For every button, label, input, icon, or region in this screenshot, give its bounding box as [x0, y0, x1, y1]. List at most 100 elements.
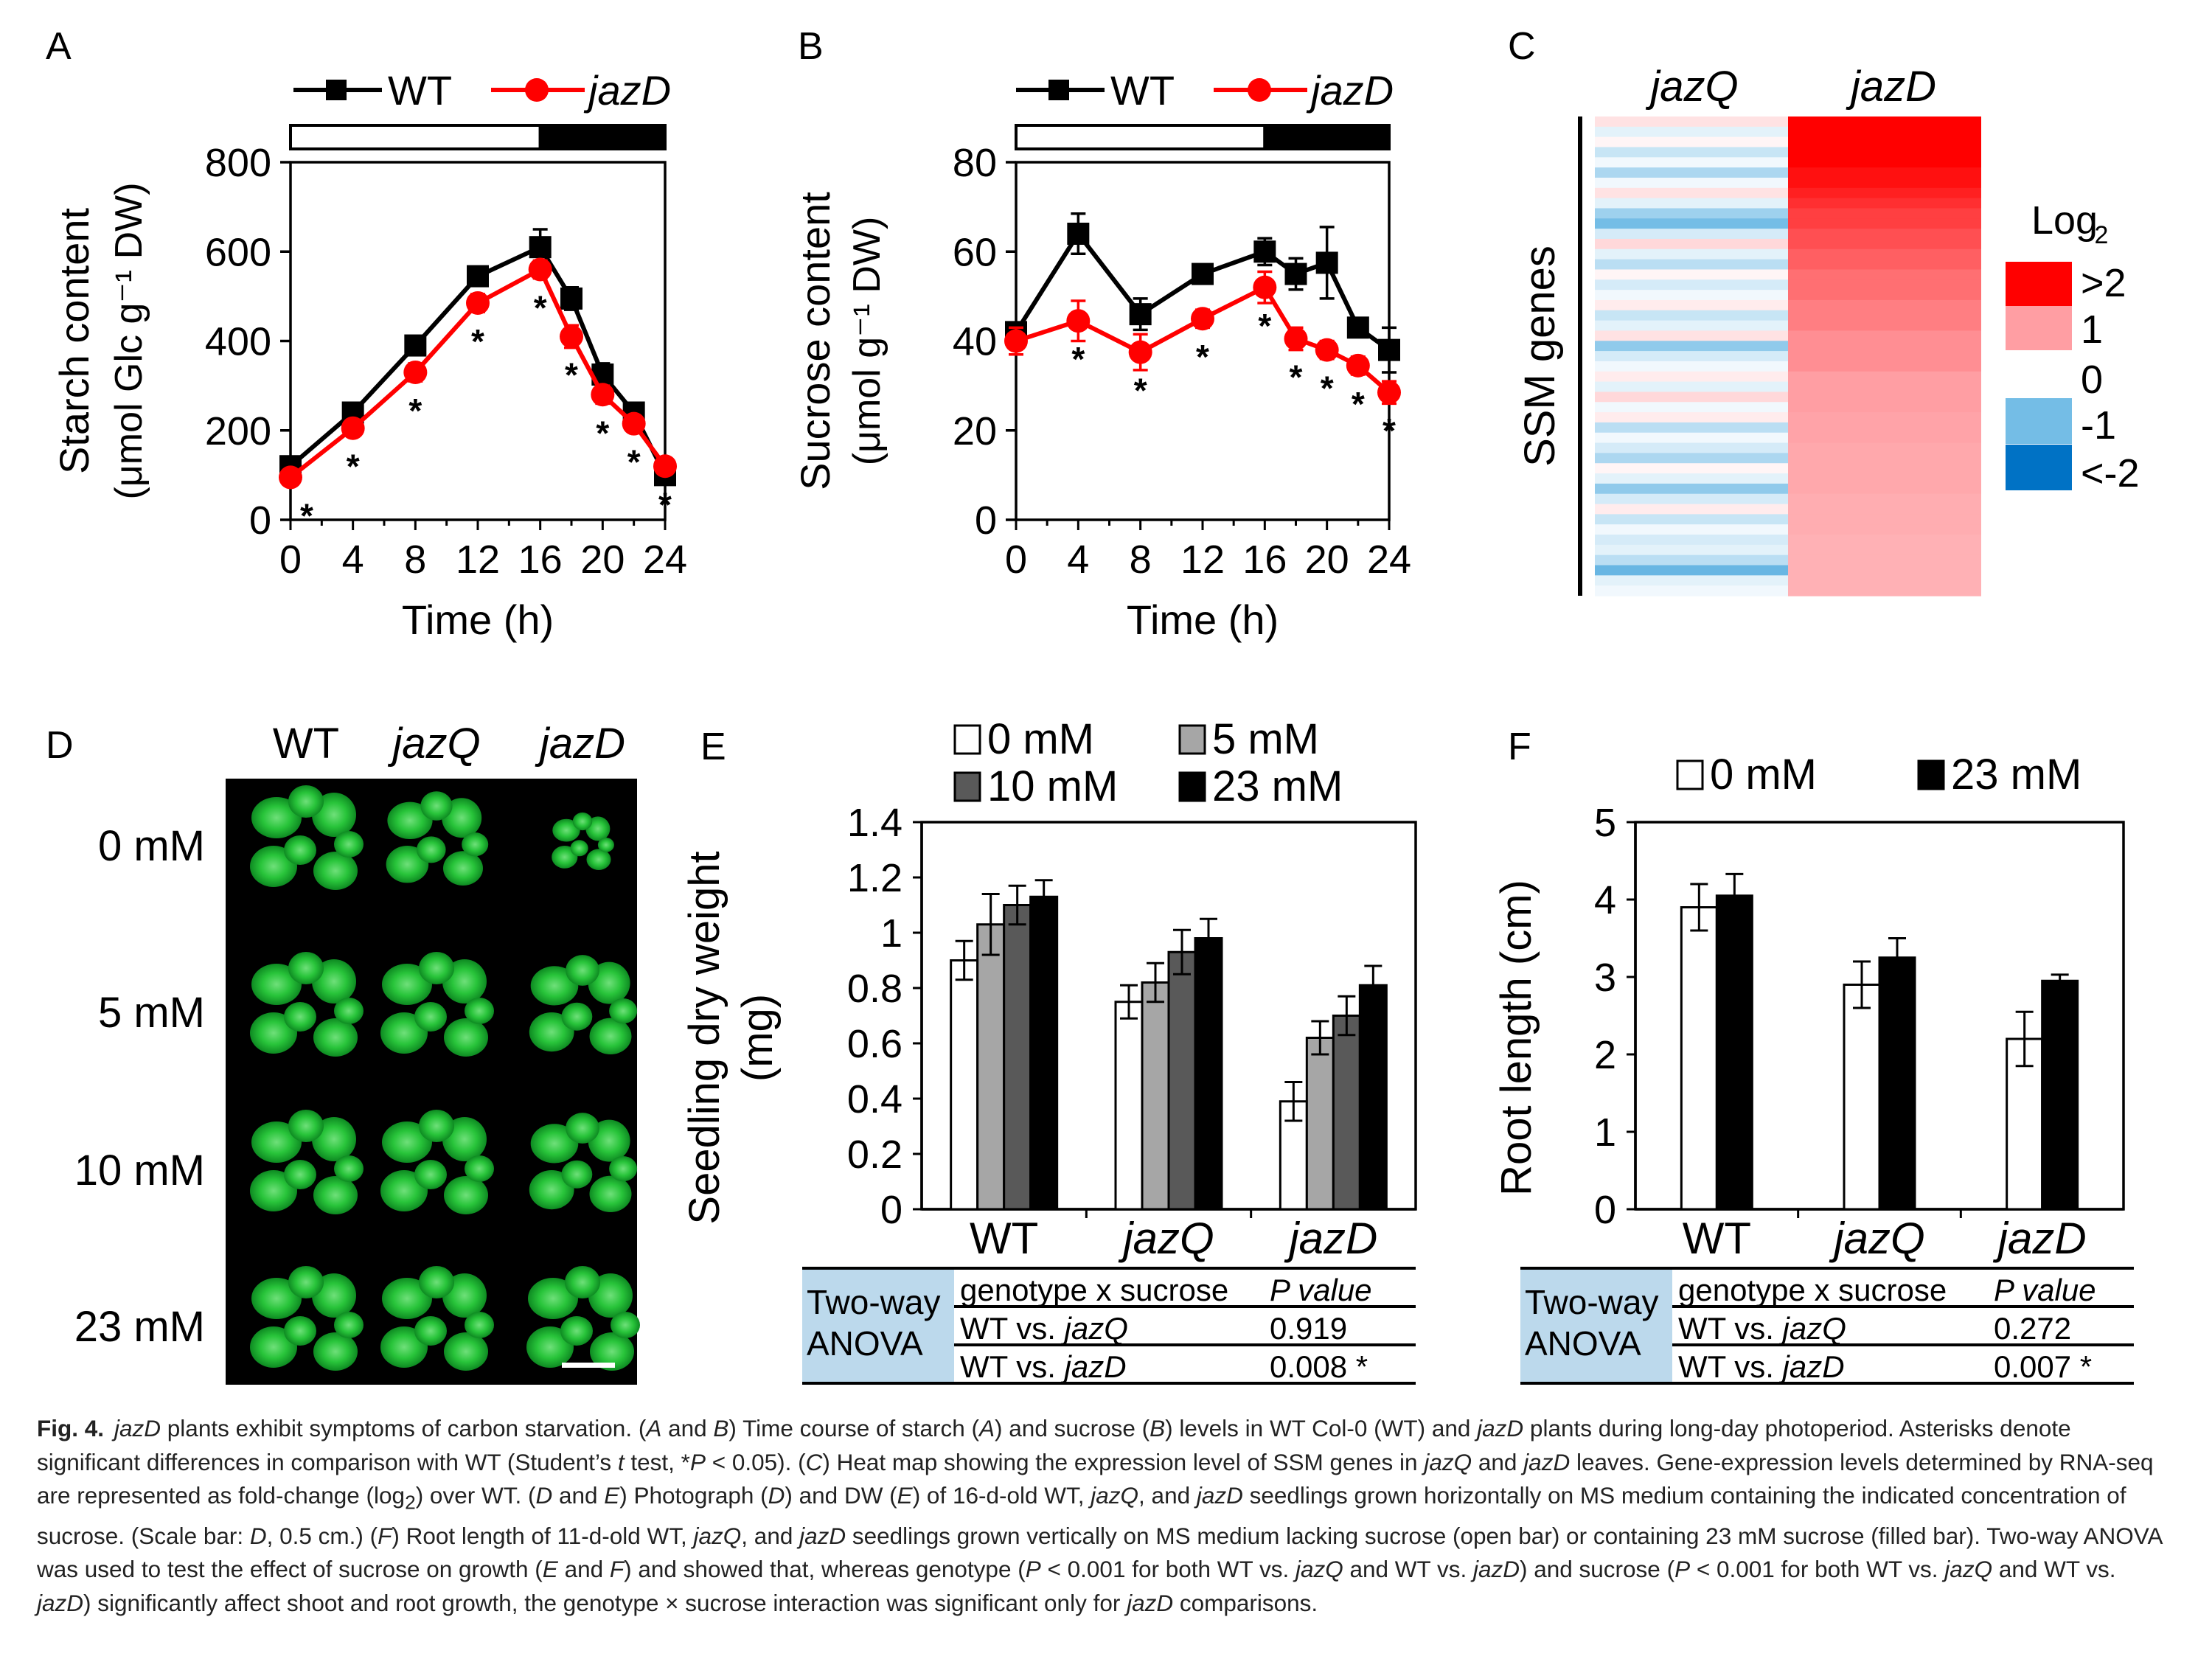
heatmap-cell-jazd	[1788, 167, 1981, 178]
data-point-square	[1129, 303, 1152, 326]
heatmap-cell-jazq	[1595, 136, 1788, 148]
caption-part: and	[661, 1415, 714, 1441]
seedling-leaf	[414, 1002, 447, 1032]
legend-swatch	[953, 771, 981, 802]
heatmap-column-label: jazQ	[1645, 63, 1738, 111]
legend-label: 0	[2081, 358, 2103, 402]
y-tick-label: 800	[205, 141, 271, 185]
legend-swatch	[1178, 771, 1206, 802]
data-point-circle	[528, 257, 552, 282]
x-tick-label: 12	[1180, 538, 1225, 582]
bar	[1167, 950, 1197, 1211]
x-tick-label: 20	[1305, 538, 1349, 582]
y-tick-label: 0.6	[847, 1022, 902, 1066]
y-axis-label: Root length (cm)	[1492, 880, 1540, 1196]
photo-row-label: 0 mM	[98, 822, 205, 870]
heatmap-cell-jazd	[1788, 187, 1981, 199]
y-tick-label: 5	[1594, 801, 1616, 845]
heatmap-cell-jazq	[1595, 330, 1788, 341]
data-point-circle	[279, 465, 302, 490]
heatmap-cell-jazd	[1788, 229, 1981, 240]
data-point-circle	[403, 360, 428, 384]
caption-part: ) and showed that, whereas genotype (	[624, 1556, 1026, 1583]
heatmap-cell-jazq	[1595, 198, 1788, 209]
y-tick-label: 3	[1594, 956, 1616, 1000]
seedling-leaf	[251, 1278, 302, 1319]
seedling-leaf	[570, 840, 588, 857]
heatmap-cell-jazq	[1595, 310, 1788, 321]
caption-part: seedlings grown horizontally on MS mediu…	[37, 1482, 2126, 1549]
panel-d: D WT jazQ jazD 0 mM 5 mM 10 mM 23 mM	[46, 720, 640, 1385]
seedling-leaf	[611, 1312, 640, 1338]
seedling-leaf	[586, 849, 611, 870]
seedling-leaf	[530, 1124, 579, 1164]
seedling-leaf	[609, 1156, 638, 1182]
seedling-leaf	[313, 1332, 358, 1371]
significance-star: *	[1258, 307, 1271, 345]
significance-star: *	[300, 496, 313, 535]
y-axis-label-units: (μmol g⁻¹ DW)	[846, 217, 888, 466]
caption-part: jazD	[1523, 1448, 1571, 1475]
seedling-leaf	[561, 1002, 593, 1031]
heatmap-cell-jazq	[1595, 524, 1788, 535]
y-axis-label-units: (μmol Glc g⁻¹ DW)	[108, 182, 150, 499]
heatmap-cell-jazq	[1595, 116, 1788, 128]
heatmap-cell-jazd	[1788, 299, 1981, 311]
seedling-leaf	[313, 852, 358, 890]
data-point-square	[1192, 262, 1214, 285]
heatmap-cell-jazd	[1788, 177, 1981, 189]
seedling-leaf	[313, 1018, 358, 1057]
heatmap-cell-jazq	[1595, 422, 1788, 434]
data-point-square	[1067, 223, 1090, 245]
bar	[1878, 956, 1916, 1211]
heatmap-cell-jazd	[1788, 136, 1981, 148]
seedling	[386, 791, 489, 886]
x-category-label: jazQ	[1118, 1214, 1214, 1263]
heatmap-cell-jazq	[1595, 361, 1788, 372]
anova-p-value: 0.919	[1270, 1311, 1347, 1346]
panel-f: F 0 mM 23 mM 0 1 2 3 4 5 WT jazQ jazD Root length (c…	[1492, 726, 2134, 1385]
photo-column-label: WT	[273, 720, 339, 768]
caption-part: jazD	[1196, 1482, 1243, 1509]
data-point-circle	[341, 416, 365, 440]
legend-label: 0 mM	[987, 715, 1094, 763]
seedling	[380, 1110, 494, 1214]
legend-label: 23 mM	[1951, 751, 2081, 799]
caption-part: ) of 16-d-old WT,	[912, 1482, 1091, 1509]
anova-label-cell	[802, 1268, 954, 1383]
heatmap-cell-jazd	[1788, 402, 1981, 413]
heatmap-cell-jazd	[1788, 371, 1981, 383]
heatmap-cell-jazq	[1595, 585, 1788, 597]
heatmap-cell-jazd	[1788, 310, 1981, 321]
legend-label-wt: WT	[388, 67, 452, 114]
scale-bar	[562, 1363, 615, 1368]
data-point-circle	[1066, 309, 1091, 333]
x-category-label: jazD	[1993, 1214, 2087, 1263]
seedling-leaf	[590, 1332, 634, 1371]
heatmap-cell-jazd	[1788, 351, 1981, 362]
caption-part: leaves. Gene-expression levels determine…	[37, 1448, 2154, 1509]
caption-part: B	[1150, 1415, 1166, 1441]
legend-swatch	[1917, 759, 1945, 790]
caption-part: F	[378, 1522, 392, 1549]
seedling-leaf	[288, 1110, 324, 1142]
heatmap-cell-jazq	[1595, 554, 1788, 566]
heatmap-cell-jazq	[1595, 341, 1788, 352]
y-axis-label: Sucrose content	[792, 192, 838, 490]
anova-comparison: WT vs. jazD	[960, 1349, 1127, 1384]
caption-part: jazD	[799, 1522, 846, 1549]
anova-p-value: 0.007 *	[1994, 1349, 2092, 1384]
data-point-square	[1378, 338, 1400, 361]
significance-star: *	[1290, 358, 1303, 396]
bar	[1332, 1015, 1361, 1211]
x-tick-label: 8	[404, 538, 426, 582]
legend-label-jazd: jazD	[583, 67, 671, 114]
seedling-leaf	[572, 812, 593, 831]
heatmap-cell-jazd	[1788, 535, 1981, 546]
significance-star: *	[1071, 340, 1085, 378]
seedling-leaf	[528, 1278, 578, 1319]
y-tick-label: 4	[1594, 878, 1616, 922]
panel-letter: B	[798, 25, 824, 68]
